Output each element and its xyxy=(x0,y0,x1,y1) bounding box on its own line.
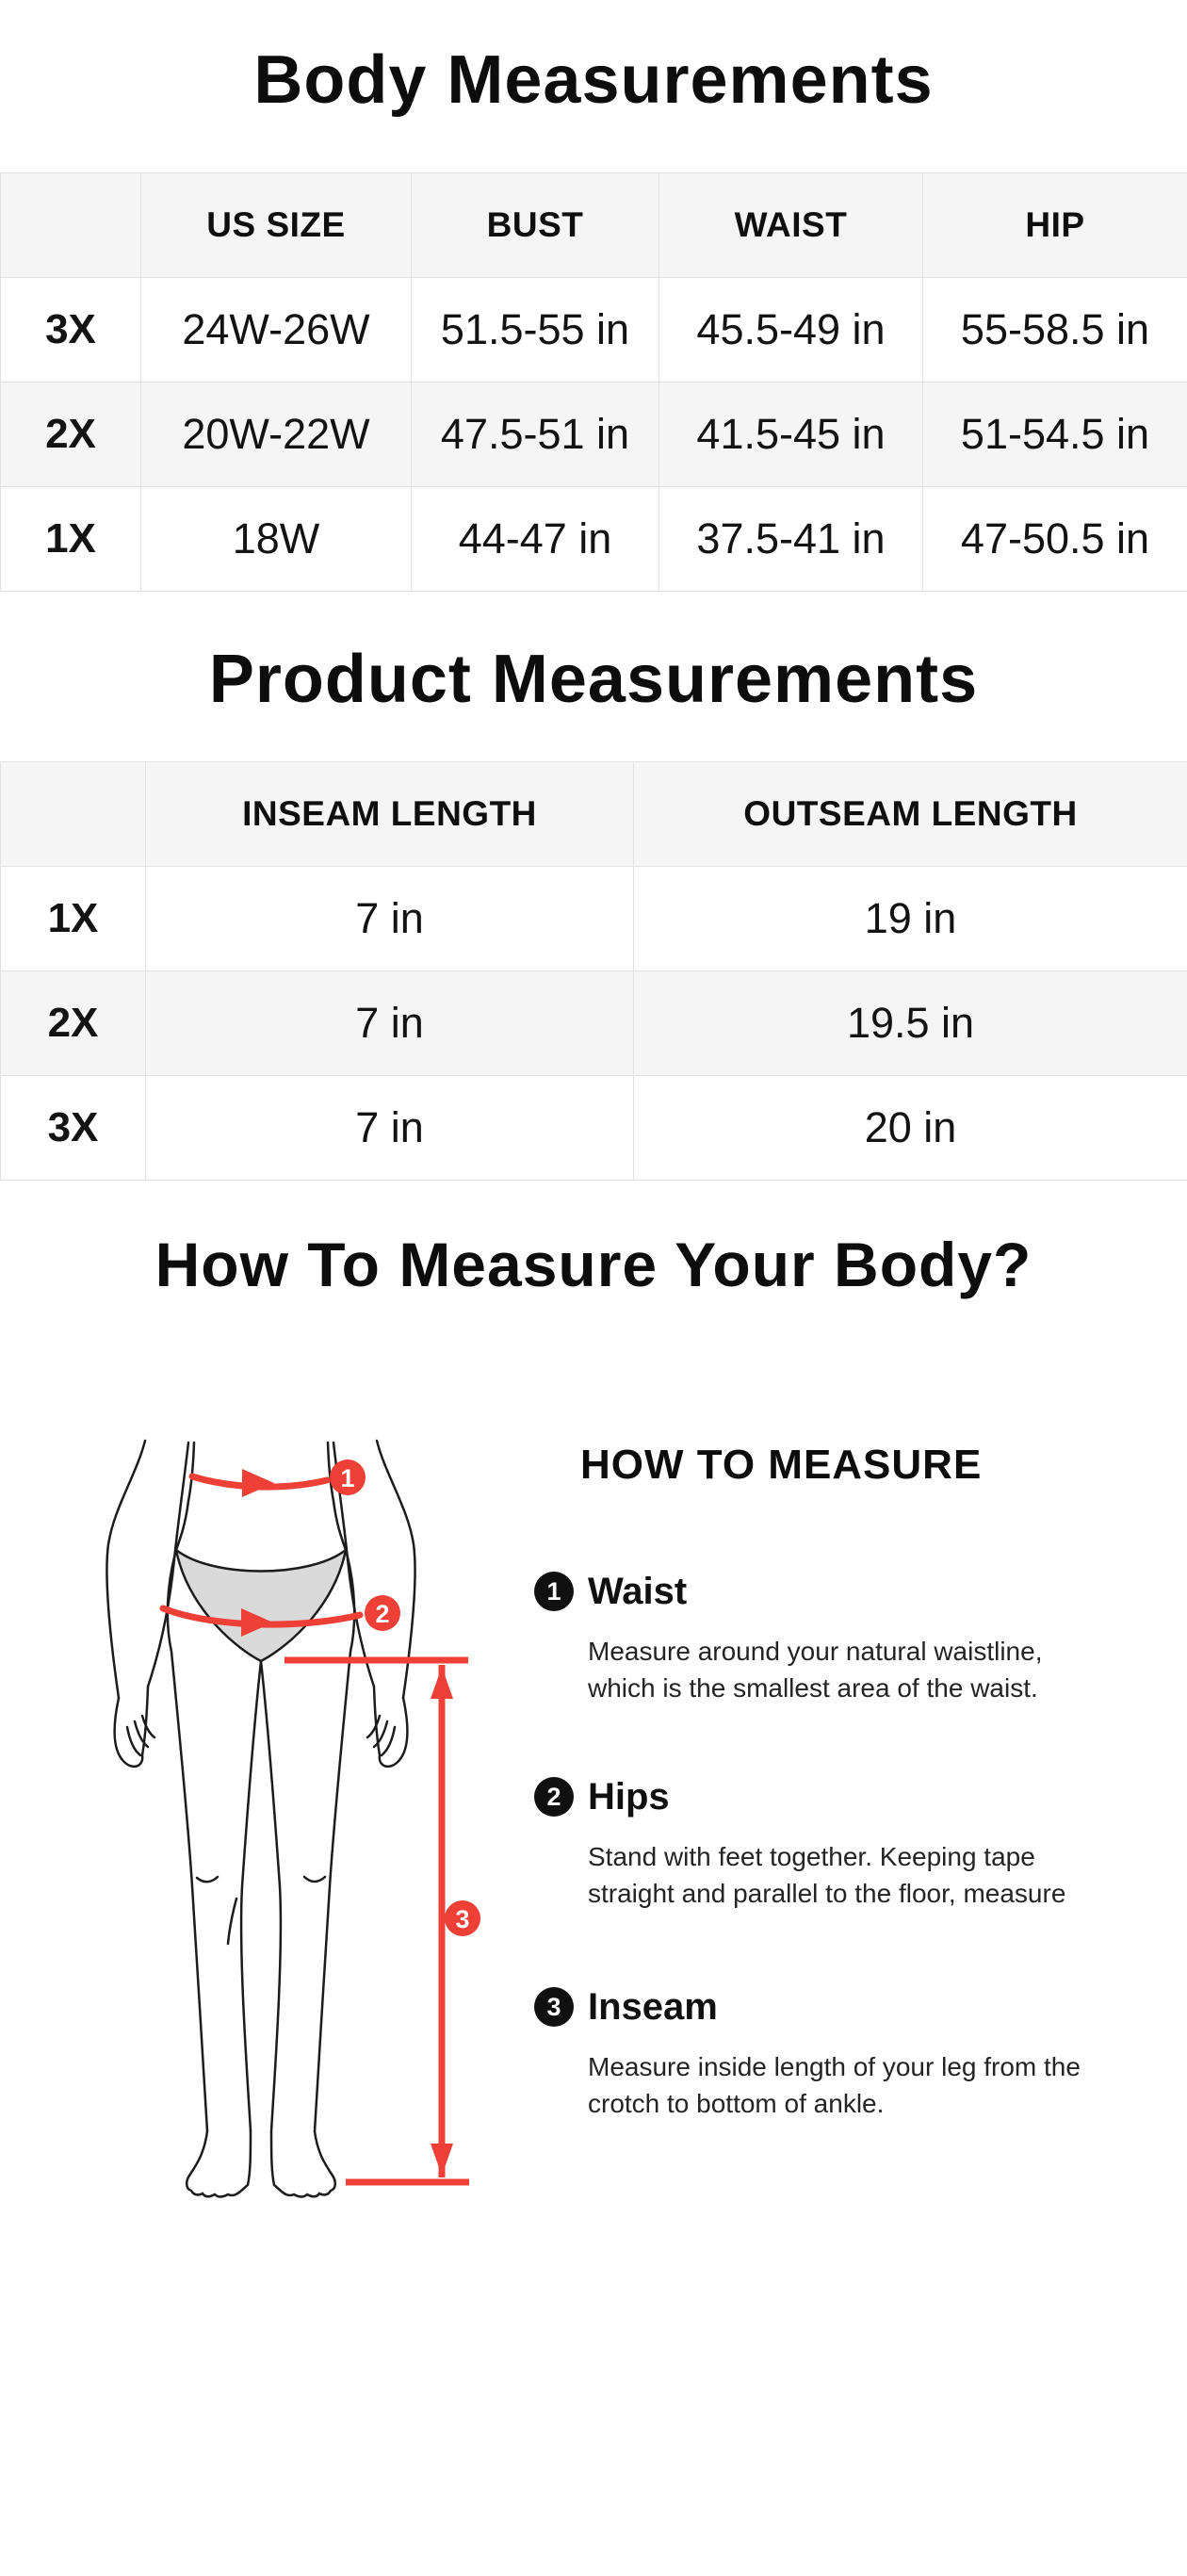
cell-outseam: 19.5 in xyxy=(633,970,1187,1076)
size-label: 2X xyxy=(0,970,146,1076)
cell-us-size: 18W xyxy=(140,486,412,592)
header-cell-us-size: US SIZE xyxy=(140,172,412,278)
cell-hip: 47-50.5 in xyxy=(922,486,1187,592)
how-to-measure-title: How To Measure Your Body? xyxy=(154,1230,1033,1299)
step-hips-header: 2 Hips xyxy=(534,1775,1123,1818)
step-hips-description: Stand with feet together. Keeping tape s… xyxy=(588,1842,1066,1908)
figure-badge-2: 2 xyxy=(365,1595,400,1631)
step-2-badge: 2 xyxy=(534,1777,574,1817)
size-label: 2X xyxy=(0,382,141,487)
figure-badge-1: 1 xyxy=(330,1459,366,1495)
header-cell-waist: WAIST xyxy=(659,172,923,278)
header-cell-hip: HIP xyxy=(922,172,1187,278)
step-inseam-description: Measure inside length of your leg from t… xyxy=(588,2052,1081,2118)
size-label: 3X xyxy=(0,1075,146,1181)
figure-badge-3: 3 xyxy=(445,1900,480,1936)
size-label: 3X xyxy=(0,277,141,383)
table-row: 2X 7 in 19.5 in xyxy=(0,970,1187,1076)
step-hips-label: Hips xyxy=(588,1775,670,1818)
body-outline xyxy=(106,1439,416,2198)
cell-us-size: 20W-22W xyxy=(140,382,412,487)
cell-waist: 45.5-49 in xyxy=(659,277,923,383)
table-header-row: INSEAM LENGTH OUTSEAM LENGTH xyxy=(0,761,1187,867)
hip-arrowhead-icon xyxy=(241,1608,273,1637)
cell-waist: 37.5-41 in xyxy=(659,486,923,592)
cell-outseam: 19 in xyxy=(633,866,1187,971)
header-cell-blank xyxy=(0,172,141,278)
body-illustration: 1 2 3 xyxy=(106,1439,480,2198)
product-measurements-table: INSEAM LENGTH OUTSEAM LENGTH 1X 7 in 19 … xyxy=(0,761,1187,1181)
figure-badge-1-number: 1 xyxy=(340,1464,354,1492)
figure-badge-3-number: 3 xyxy=(455,1905,469,1933)
panty-shape xyxy=(174,1546,348,1663)
cell-inseam: 7 in xyxy=(145,1075,634,1181)
header-cell-bust: BUST xyxy=(411,172,659,278)
cell-bust: 47.5-51 in xyxy=(411,382,659,487)
step-inseam: 3 Inseam Measure inside length of your l… xyxy=(534,1985,1123,2122)
step-1-badge: 1 xyxy=(534,1572,574,1611)
cell-inseam: 7 in xyxy=(145,866,634,971)
step-waist-label: Waist xyxy=(588,1570,688,1612)
size-label: 1X xyxy=(0,486,141,592)
product-measurements-title: Product Measurements xyxy=(208,642,979,717)
header-cell-outseam-length: OUTSEAM LENGTH xyxy=(633,761,1187,867)
step-3-badge: 3 xyxy=(534,1987,574,2027)
step-waist-description: Measure around your natural waistline, w… xyxy=(588,1637,1043,1703)
step-hips: 2 Hips Stand with feet together. Keeping… xyxy=(534,1775,1123,1912)
header-cell-blank xyxy=(0,761,146,867)
how-to-measure-heading: HOW TO MEASURE xyxy=(580,1442,983,1488)
cell-waist: 41.5-45 in xyxy=(659,382,923,487)
cell-bust: 51.5-55 in xyxy=(411,277,659,383)
table-row: 2X 20W-22W 47.5-51 in 41.5-45 in 51-54.5… xyxy=(0,382,1187,487)
waist-arrowhead-icon xyxy=(242,1469,274,1497)
body-measurements-table: US SIZE BUST WAIST HIP 3X 24W-26W 51.5-5… xyxy=(0,172,1187,592)
cell-bust: 44-47 in xyxy=(411,486,659,592)
inseam-down-arrowhead-icon xyxy=(431,2144,453,2176)
table-row: 3X 7 in 20 in xyxy=(0,1075,1187,1181)
inseam-up-arrowhead-icon xyxy=(431,1667,453,1699)
step-inseam-label: Inseam xyxy=(588,1985,718,2028)
body-measurements-title: Body Measurements xyxy=(253,42,934,118)
cell-hip: 55-58.5 in xyxy=(922,277,1187,383)
table-row: 1X 18W 44-47 in 37.5-41 in 47-50.5 in xyxy=(0,486,1187,592)
step-waist: 1 Waist Measure around your natural wais… xyxy=(534,1570,1123,1706)
figure-badge-2-number: 2 xyxy=(375,1600,389,1628)
cell-outseam: 20 in xyxy=(633,1075,1187,1181)
cell-hip: 51-54.5 in xyxy=(922,382,1187,487)
step-waist-header: 1 Waist xyxy=(534,1570,1123,1613)
step-inseam-header: 3 Inseam xyxy=(534,1985,1123,2029)
size-label: 1X xyxy=(0,866,146,971)
table-row: 1X 7 in 19 in xyxy=(0,866,1187,971)
table-header-row: US SIZE BUST WAIST HIP xyxy=(0,172,1187,278)
measurement-figure: 1 2 3 xyxy=(99,1427,513,2209)
header-cell-inseam-length: INSEAM LENGTH xyxy=(145,761,634,867)
table-row: 3X 24W-26W 51.5-55 in 45.5-49 in 55-58.5… xyxy=(0,277,1187,383)
measurement-marks: 1 2 3 xyxy=(159,1459,480,2186)
cell-inseam: 7 in xyxy=(145,970,634,1076)
cell-us-size: 24W-26W xyxy=(140,277,412,383)
